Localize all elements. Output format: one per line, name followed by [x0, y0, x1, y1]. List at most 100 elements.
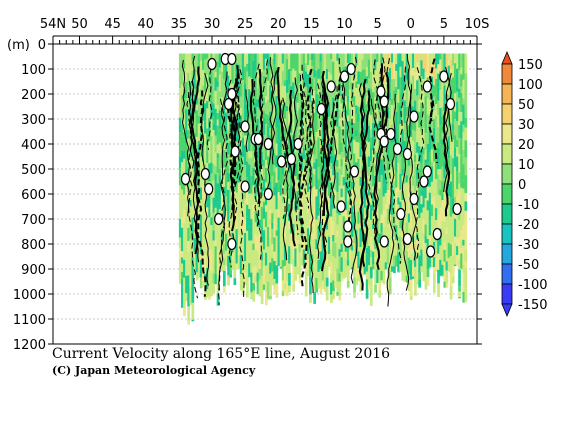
field-cell [441, 116, 445, 133]
field-cell [430, 198, 434, 205]
field-cell [384, 176, 388, 193]
field-cell [279, 184, 283, 196]
field-cell [407, 222, 411, 235]
field-cell [195, 172, 199, 182]
field-cell [195, 72, 199, 81]
field-cell [372, 92, 375, 112]
field-cell [453, 182, 457, 197]
field-cell [216, 61, 220, 68]
field-cell [306, 248, 310, 255]
field-cell [372, 186, 375, 193]
field-cell [290, 185, 293, 192]
field-cell [346, 89, 350, 96]
field-cell [388, 82, 392, 93]
field-cell [279, 60, 283, 78]
field-cell [460, 240, 463, 249]
field-cell [222, 63, 226, 80]
field-cell [264, 211, 268, 227]
field-cell [271, 213, 274, 223]
field-cell [372, 150, 375, 164]
field-cell [258, 240, 262, 254]
field-cell [241, 271, 245, 284]
colorbar-swatch [501, 163, 513, 185]
field-cell [319, 236, 323, 252]
field-cell [227, 142, 230, 155]
field-cell [435, 220, 438, 231]
field-cell [369, 257, 373, 267]
field-cell [317, 259, 321, 272]
field-cell [246, 144, 249, 162]
field-cell [344, 53, 348, 67]
field-cell [220, 182, 224, 188]
field-cell [342, 177, 346, 186]
field-cell [380, 159, 384, 175]
field-cell [254, 102, 258, 118]
field-cell [185, 98, 188, 110]
field-cell [449, 216, 453, 232]
field-cell [260, 101, 264, 108]
field-cell [439, 245, 442, 260]
field-cell [395, 203, 398, 212]
field-cell [210, 279, 214, 295]
field-cell [453, 218, 457, 237]
field-cell [283, 80, 287, 87]
field-cell [296, 210, 300, 223]
field-cell [208, 53, 211, 63]
field-cell [447, 126, 451, 137]
field-cell [462, 149, 466, 165]
field-cell [353, 211, 356, 230]
field-cell [206, 289, 209, 298]
field-cell [292, 199, 295, 209]
field-cell [187, 53, 190, 59]
field-cell [393, 62, 396, 79]
field-cell [185, 109, 188, 130]
zero-label-ring [263, 187, 273, 201]
field-cell [309, 294, 312, 303]
field-cell [321, 280, 325, 290]
field-cell [283, 195, 287, 202]
field-cell [462, 164, 466, 181]
field-cell [300, 236, 304, 250]
field-cell [191, 246, 195, 258]
field-cell [321, 168, 325, 181]
field-cell [397, 89, 400, 103]
field-cell [285, 59, 289, 70]
field-cell [439, 189, 442, 196]
field-cell [264, 292, 268, 306]
field-cell [227, 233, 230, 242]
field-cell [372, 223, 375, 230]
field-cell [292, 117, 295, 124]
field-cell [315, 205, 319, 220]
field-cell [378, 68, 382, 83]
field-cell [178, 53, 182, 73]
field-cell [273, 237, 277, 252]
field-cell [187, 149, 190, 167]
field-cell [183, 132, 186, 151]
field-cell [382, 115, 386, 128]
field-cell [462, 239, 466, 246]
field-cell [340, 257, 344, 272]
field-cell [397, 133, 400, 144]
field-cell [407, 165, 411, 173]
field-cell [336, 172, 340, 192]
chart-title: Current Velocity along 165°E line, Augus… [52, 346, 391, 362]
field-cell [378, 188, 382, 207]
field-cell [180, 263, 184, 272]
field-cell [369, 278, 373, 288]
field-cell [267, 172, 270, 180]
field-cell [197, 276, 201, 278]
field-cell [365, 66, 369, 77]
field-cell [424, 149, 428, 160]
field-cell [271, 258, 274, 272]
field-cell [229, 64, 232, 85]
field-cell [275, 167, 279, 183]
zero-label-ring [343, 220, 353, 233]
field-cell [426, 224, 430, 239]
field-cell [201, 70, 205, 86]
field-cell [357, 192, 361, 212]
field-cell [346, 162, 350, 182]
field-cell [210, 204, 214, 212]
zero-label-ring [439, 70, 449, 83]
field-cell [252, 60, 256, 81]
field-cell [428, 115, 432, 133]
